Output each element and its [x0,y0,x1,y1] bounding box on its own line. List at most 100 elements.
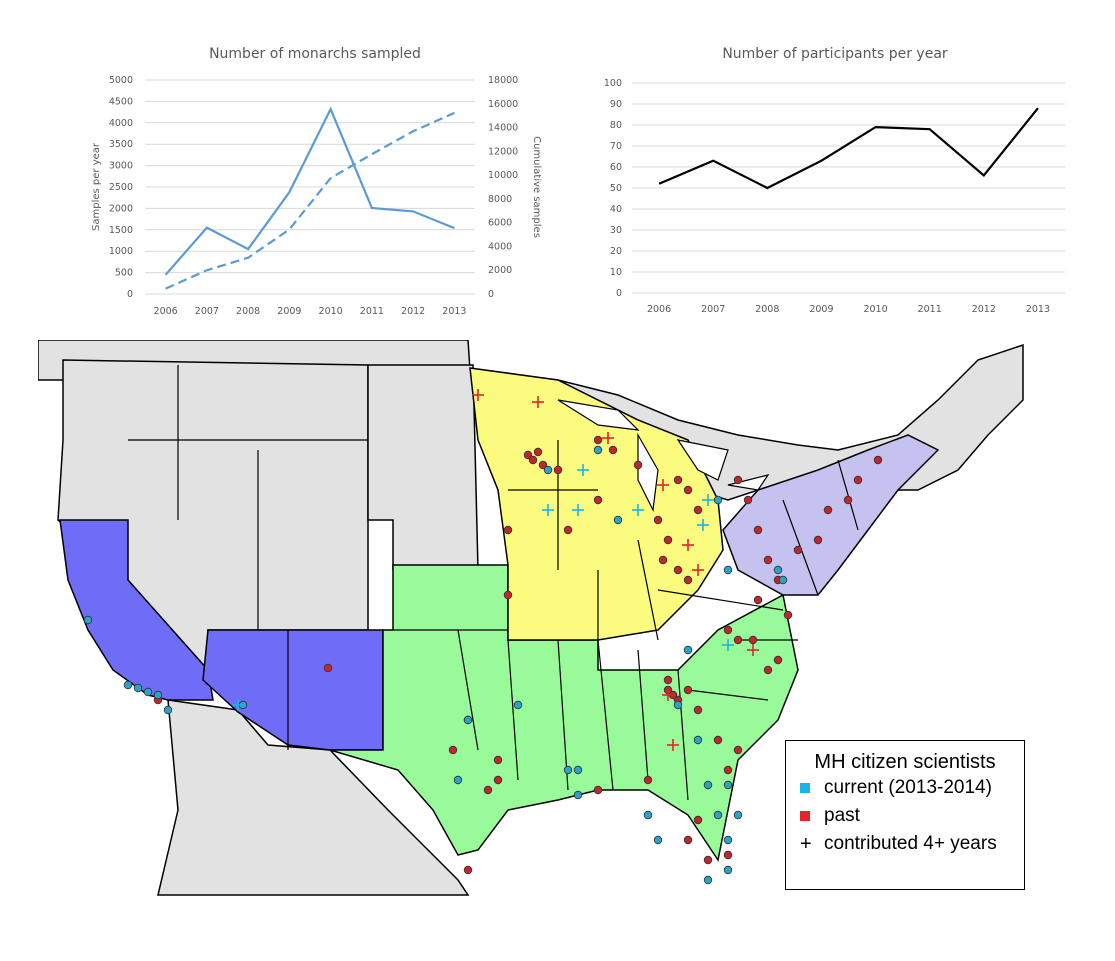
y2-tick-label: 16000 [488,99,518,110]
past-site-marker [753,525,763,535]
current-site-marker [723,865,733,875]
past-site-marker [593,495,603,505]
x-tick-label: 2012 [972,304,996,315]
current-site-marker [683,645,693,655]
map-legend: MH citizen scientists current (2013-2014… [785,740,1025,890]
current-site-marker [133,683,143,693]
mexico-land [157,699,470,896]
chart2-title: Number of participants per year [722,46,948,62]
y-tick-label: 100 [604,78,622,89]
y-tick-label: 5000 [109,75,133,86]
past-site-marker [723,625,733,635]
x-tick-label: 2013 [442,306,466,317]
y-tick-label: 2500 [109,182,133,193]
current-site-marker [703,875,713,885]
y-tick-label: 4000 [109,118,133,129]
y-tick-label: 70 [610,141,622,152]
x-tick-label: 2009 [277,306,301,317]
y2-tick-label: 10000 [488,170,518,181]
legend-plus-icon: + [800,833,812,855]
past-site-marker [593,785,603,795]
past-site-marker [663,535,673,545]
x-tick-label: 2013 [1026,304,1050,315]
y2-tick-label: 2000 [488,265,512,276]
y-tick-label: 80 [610,120,622,131]
past-site-marker [643,775,653,785]
x-tick-label: 2011 [360,306,384,317]
legend-swatch-past [800,811,810,821]
x-tick-label: 2006 [154,306,178,317]
y-tick-label: 3500 [109,139,133,150]
current-site-marker [563,765,573,775]
y2-tick-label: 0 [488,289,494,300]
past-site-marker [673,565,683,575]
legend-item-current: current (2013-2014) [800,774,1024,802]
past-site-marker [683,835,693,845]
current-site-marker [513,700,523,710]
current-site-marker [83,615,93,625]
y-tick-label: 0 [127,289,133,300]
current-site-marker [143,687,153,697]
past-site-marker [683,485,693,495]
past-site-marker [683,685,693,695]
region-midwest [469,367,724,641]
y-tick-label: 500 [115,268,133,279]
past-site-marker [843,495,853,505]
current-site-marker [593,445,603,455]
y-tick-label: 10 [610,267,622,278]
past-site-marker [608,445,618,455]
map-markers [83,389,883,885]
past-site-marker [493,775,503,785]
current-site-marker [713,810,723,820]
x-tick-label: 2006 [647,304,671,315]
past-site-marker [483,785,493,795]
past-site-marker [733,635,743,645]
past-site-marker [448,745,458,755]
current-site-marker [653,835,663,845]
current-site-marker [733,810,743,820]
current-site-marker [123,680,133,690]
series-samples-per-year-line [164,106,455,276]
y-tick-label: 60 [610,162,622,173]
x-tick-label: 2009 [809,304,833,315]
x-tick-label: 2007 [701,304,725,315]
y-tick-label: 40 [610,204,622,215]
y-tick-label: 30 [610,225,622,236]
legend-label-past: past [824,805,860,826]
past-site-marker [723,850,733,860]
current-site-marker [693,735,703,745]
series-cumulative-samples-line [165,111,455,290]
x-tick-label: 2011 [918,304,942,315]
past-site-marker [533,447,543,457]
great-lakes [557,399,770,513]
past-site-marker [693,705,703,715]
y-tick-label: 2000 [109,203,133,214]
current-site-marker [573,765,583,775]
past-site-marker [753,595,763,605]
current-site-marker [453,775,463,785]
legend-item-past: past [800,802,1024,830]
past-site-marker [853,475,863,485]
y2-tick-label: 6000 [488,218,512,229]
past-site-marker [503,525,513,535]
past-site-marker [523,450,533,460]
y2-tick-label: 12000 [488,146,518,157]
past-site-marker [683,575,693,585]
y-tick-label: 1000 [109,246,133,257]
y2-axis-label: Cumulative samples [531,136,542,238]
x-tick-label: 2010 [319,306,343,317]
past-site-marker [323,663,333,673]
current-site-marker [643,810,653,820]
series-participants-line [658,107,1039,190]
current-site-marker [163,705,173,715]
y-tick-label: 0 [616,288,622,299]
participants-per-year-chart: 0 10 20 30 40 50 60 70 80 90 100 2006 2007 2008 2009 20… [604,78,1065,315]
region-plains-south [329,564,799,862]
past-site-marker [793,545,803,555]
x-tick-label: 2008 [236,306,260,317]
current-site-marker [723,835,733,845]
past-site-marker [703,855,713,865]
chart1-title: Number of monarchs sampled [209,46,421,62]
past-site-marker [663,675,673,685]
past-site-marker [493,755,503,765]
